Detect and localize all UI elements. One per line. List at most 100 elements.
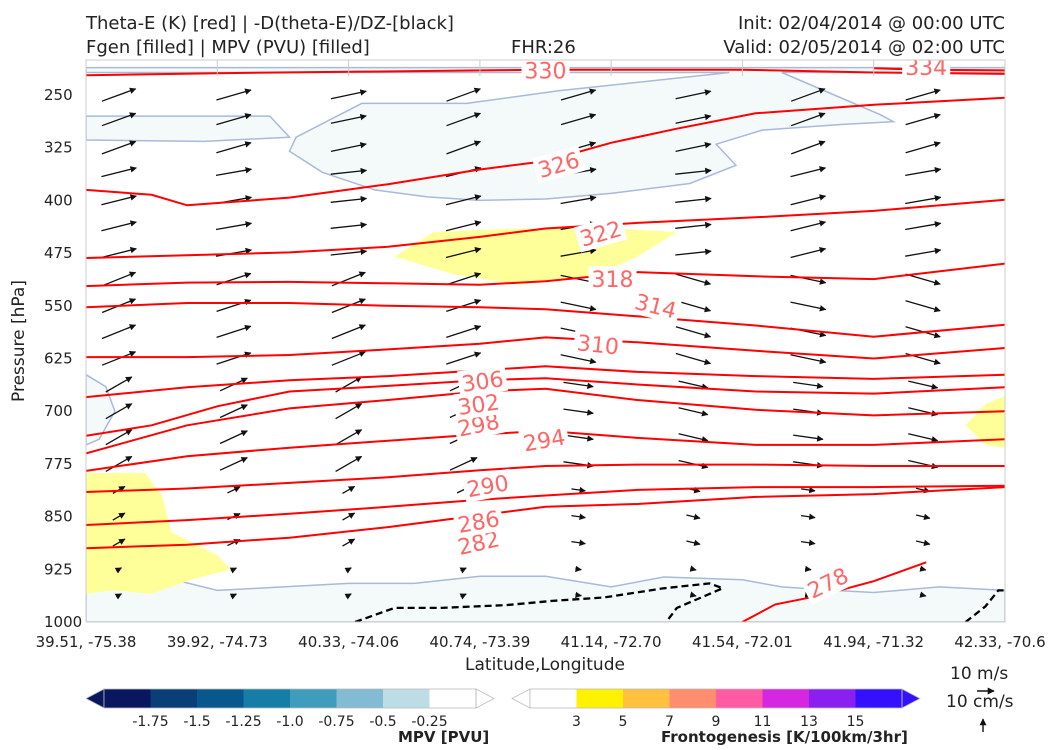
theta-e-contour-290: [86, 463, 1005, 493]
frontogenesis-colorbar-frame: [529, 688, 903, 709]
wind-vector: [330, 195, 368, 203]
wind-vector: [229, 567, 237, 574]
theta-e-contour-326: [86, 96, 1005, 207]
x-tick-label: 41.14, -72.70: [561, 633, 662, 651]
theta-e-label-bg: [573, 214, 628, 253]
mpv-colorbar-tick: -0.75: [318, 714, 354, 730]
mpv-colorbar-swatch: [336, 689, 384, 708]
frontogenesis-colorbar-tick: 9: [712, 714, 721, 730]
wind-vector: [331, 350, 366, 366]
mpv-colorbar-tick: -1.0: [276, 714, 303, 730]
wind-vector: [335, 455, 363, 472]
x-tick-label: 41.94, -71.32: [823, 633, 924, 651]
wind-vector: [105, 429, 133, 446]
wind-vector: [446, 351, 482, 365]
wind-vector: [801, 513, 816, 520]
wind-vector: [331, 298, 366, 314]
mpv-colorbar-swatch: [104, 689, 151, 708]
frontogenesis-colorbar-swatch: [855, 689, 903, 708]
frontogenesis-region: [86, 473, 231, 594]
wind-vector: [790, 87, 826, 102]
y-tick-label: 475: [44, 244, 73, 262]
mpv-colorbar-extend-right: [475, 688, 495, 709]
y-tick-label: 850: [44, 508, 73, 526]
wind-vector: [915, 539, 931, 547]
wind-vector: [793, 381, 824, 389]
wind-vector: [675, 142, 712, 153]
frontogenesis-region: [965, 395, 1005, 448]
frontogenesis-colorbar-swatch: [530, 689, 577, 708]
wind-vector: [686, 539, 701, 547]
theta-e-contour-294: [86, 429, 1005, 472]
wind-vector: [216, 324, 252, 339]
wind-vector: [790, 194, 827, 206]
theta-e-label-bg: [531, 145, 586, 184]
theta-e-label-bg: [521, 60, 570, 84]
wind-vector: [216, 113, 252, 126]
mpv-colorbar-swatch: [429, 689, 477, 708]
wind-vector: [101, 324, 137, 340]
wind-vector: [575, 591, 582, 599]
x-tick-label: 41.54, -72.01: [692, 633, 793, 651]
wind-vector: [790, 301, 827, 312]
wind-vector: [114, 567, 122, 574]
wind-vector: [216, 141, 252, 154]
wind-vector: [560, 247, 597, 257]
wind-vector: [330, 142, 367, 153]
y-tick-label: 250: [44, 86, 73, 104]
title-line-2: Fgen [filled] | MPV (PVU) [filled]: [86, 37, 370, 58]
axes: 250 325 400 475 550 625 700 775 850 925 1000 39.51,…: [9, 60, 1046, 675]
wind-vector: [101, 220, 137, 232]
wind-vector: [335, 429, 363, 446]
x-tick-label: 39.92, -74.73: [167, 633, 268, 651]
wind-vector: [459, 567, 467, 574]
wind-vector: [790, 220, 827, 232]
wind-vector: [560, 301, 597, 312]
wind-vector: [675, 221, 712, 229]
wind-vector: [793, 434, 824, 442]
wind-vector: [790, 246, 827, 259]
init-time: Init: 02/04/2014 @ 00:00 UTC: [737, 13, 1005, 34]
wind-vector: [919, 565, 927, 572]
frontogenesis-colorbar-tick: 15: [847, 714, 865, 730]
frontogenesis-colorbar-tick: 13: [800, 714, 818, 730]
mpv-colorbar-label: MPV [PVU]: [398, 728, 490, 746]
frontogenesis-colorbar-swatch: [576, 689, 624, 708]
wind-vector: [446, 140, 482, 155]
wind-vector: [905, 195, 942, 205]
wind-vector: [905, 300, 941, 313]
wind-vector: [330, 221, 368, 229]
plot-frame: [85, 59, 1006, 623]
wind-vector: [905, 88, 941, 101]
mpv-region: [86, 115, 292, 143]
frontogenesis-colorbar-label: Frontogenesis [K/100km/3hr]: [661, 728, 908, 746]
y-tick-label: 775: [44, 455, 73, 473]
wind-vector: [330, 167, 368, 175]
theta-e-contour-314: [86, 302, 1005, 338]
wind-vector: [445, 246, 482, 259]
wind-vector: [101, 140, 137, 155]
wind-vector: [114, 593, 122, 600]
title-line-1: Theta-E (K) [red] | -D(theta-E)/DZ-[blac…: [86, 13, 454, 34]
wind-vector: [446, 324, 482, 339]
wind-vector: [335, 403, 363, 420]
wind-vector: [330, 113, 367, 124]
wind-vector: [216, 351, 252, 365]
frontogenesis-colorbar-swatch: [809, 689, 856, 708]
wind-vector: [563, 434, 594, 442]
frontogenesis-colorbar-tick: 3: [572, 714, 581, 730]
mpv-colorbar-extend-left: [85, 688, 105, 709]
frontogenesis-colorbar-extend-right: [901, 688, 921, 709]
wind-vector: [105, 403, 133, 420]
wind-vector: [675, 89, 712, 100]
wind-vector: [686, 513, 701, 521]
wind-vector: [571, 539, 586, 546]
wind-vector: [678, 407, 709, 417]
theta-e-contour-318: [86, 262, 1005, 288]
wind-vector: [689, 565, 697, 572]
forecast-hour: FHR:26: [511, 37, 576, 58]
wind-vector: [801, 539, 816, 546]
frontogenesis-colorbar-tick: 11: [754, 714, 772, 730]
